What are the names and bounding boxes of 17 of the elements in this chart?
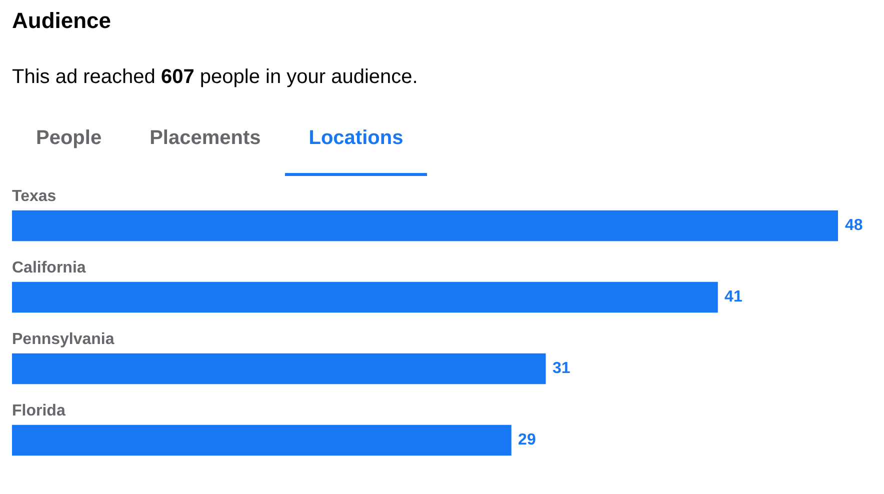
y-tick-label: Texas (12, 188, 56, 206)
y-tick-label: Florida (12, 402, 66, 420)
text: Placements (148, 126, 262, 151)
text: Locations (284, 120, 428, 176)
bar (12, 353, 546, 384)
chart-subtitle: This ad reached 607 people in your audience. (12, 66, 418, 88)
data-label: 29 (518, 432, 536, 449)
bar (12, 282, 718, 313)
bar (12, 424, 512, 456)
data-label: 41 (724, 288, 742, 306)
data-label: 31 (552, 360, 570, 378)
data-label: 48 (845, 217, 863, 234)
y-tick-label: Pennsylvania (12, 331, 114, 348)
bar (12, 210, 838, 242)
y-tick-label: California (12, 260, 86, 277)
text: People (35, 126, 103, 151)
chart-title: Audience (12, 8, 112, 35)
